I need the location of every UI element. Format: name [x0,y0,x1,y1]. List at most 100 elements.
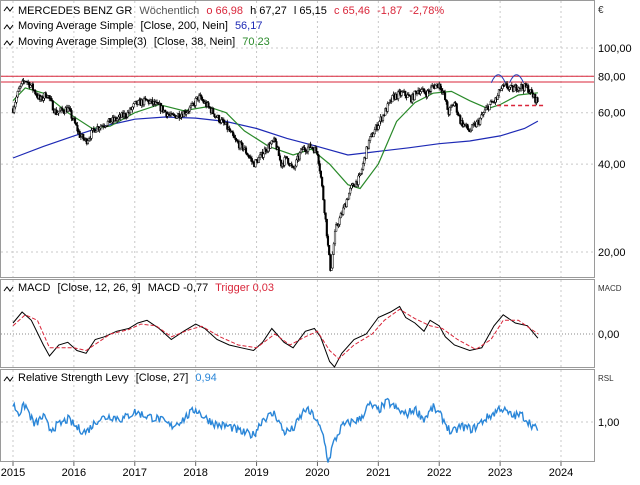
candle-body [466,123,469,129]
candle-body [69,108,72,111]
double-top-arc [509,74,525,83]
candle-body [329,254,332,271]
candle-body [42,97,45,101]
candle-body [137,100,140,105]
candle-body [367,140,371,149]
rsl-line [12,397,539,463]
candle-body [82,134,85,140]
change-pct-value: -2,78% [409,5,444,17]
sma38-params: [Close, 38, Nein] [154,36,235,48]
candle-body [319,170,323,178]
year-tick-label: 2021 [366,467,390,479]
candle-body [18,86,22,89]
candle-body [521,84,524,88]
interval-label: Wöchentlich [139,5,199,17]
year-tick-label: 2017 [123,467,147,479]
candle-body [420,89,423,92]
candle-body [246,152,249,156]
candle-body [212,108,215,115]
candle-body [283,157,286,166]
candle-body [207,102,210,107]
candle-body [257,157,260,163]
price-legend-row: MERCEDES BENZ GR Wöchentlich o 66,98 h 6… [18,5,444,17]
candle-body [321,177,324,187]
candle-body [274,137,277,142]
candle-body [161,105,164,113]
currency-symbol: € [598,5,604,16]
candle-body [323,199,326,214]
candle-body [92,128,95,130]
candle-body [62,109,65,113]
waveform-icon [3,286,14,292]
candle-body [194,98,197,106]
candle-body [475,121,478,127]
year-tick-label: 2020 [305,467,329,479]
candle-body [95,130,98,133]
candle-body [14,102,17,108]
candle-body [164,109,167,113]
candle-body [226,122,229,130]
candle-body [200,95,203,100]
candle-body [303,147,306,151]
candle-body [467,128,470,131]
candle-body [254,159,257,168]
candle-body [241,142,244,151]
candle-body [439,83,442,89]
trigger-value: Trigger 0,03 [215,282,274,294]
candle-body [482,112,485,115]
candle-body [470,124,474,131]
candle-body [129,107,132,114]
candle-body [506,83,509,89]
candle-body [13,106,16,113]
candle-body [483,109,486,113]
candle-body [218,115,221,123]
candle-body [307,146,310,152]
candle-body [20,83,23,87]
waveform-icon [3,40,14,46]
candle-body [324,212,327,220]
waveform-icon [3,24,14,30]
candle-body [132,103,135,108]
rsl-tick-label: 1,00 [598,417,619,429]
candle-body [419,91,422,94]
sma200-params: [Close, 200, Nein] [140,20,227,32]
candle-body [445,99,448,102]
year-tick-label: 2019 [244,467,268,479]
macd-label: MACD [18,282,50,294]
candle-body [342,207,345,215]
candle-body [369,136,372,141]
candle-body [75,122,78,126]
candle-body [456,112,460,116]
candle-body [133,101,136,104]
macd-legend-row: MACD [Close, 12, 26, 9] MACD -0,77 Trigg… [18,282,274,294]
candle-body [109,118,112,124]
candle-body [331,254,334,269]
plot-layer [1,74,594,463]
open-value: o 66,98 [206,5,243,17]
candle-body [233,135,236,139]
candle-body [148,100,152,104]
candle-body [57,111,60,114]
candle-body [50,98,53,102]
macd-axis-title: MACD [598,284,622,293]
candle-body [34,90,37,95]
candle-body [479,118,482,125]
candle-body [17,88,20,92]
candle-body [455,103,458,113]
candle-body [530,89,533,94]
candle-body [242,148,245,151]
candle-body [459,115,462,124]
candle-body [51,100,54,111]
sma200-legend: Moving Average Simple [Close, 200, Nein]… [18,20,262,32]
macd-value: MACD -0,77 [148,282,209,294]
candle-body [188,106,191,112]
year-tick-label: 2018 [183,467,207,479]
candle-body [381,114,385,122]
macd-params: [Close, 12, 26, 9] [57,282,140,294]
candle-body [29,85,32,88]
rsl-label: Relative Strength Levy [18,372,129,384]
candle-body [434,84,437,89]
candle-body [527,85,530,93]
candle-body [295,159,298,167]
